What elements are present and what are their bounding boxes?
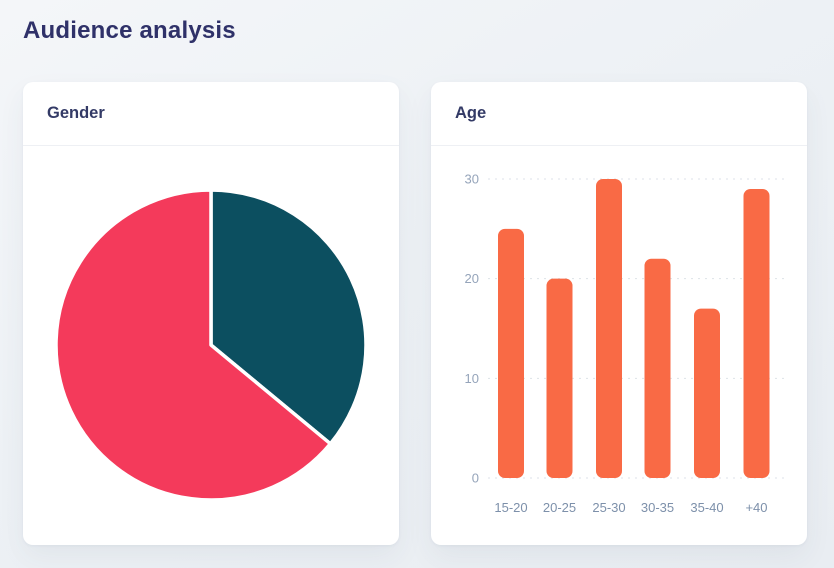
gender-pie-chart	[54, 188, 368, 502]
bar-30-35[interactable]	[644, 258, 671, 478]
bar-+40[interactable]	[743, 188, 770, 478]
bar-15-20[interactable]	[498, 228, 524, 478]
bar-20-25[interactable]	[546, 278, 573, 478]
gender-card-body	[23, 146, 399, 544]
gender-card-title: Gender	[47, 104, 105, 122]
gender-card: Gender	[23, 82, 399, 545]
x-tick-label-25-30: 25-30	[592, 500, 625, 515]
age-card-title: Age	[455, 104, 487, 122]
x-tick-label-30-35: 30-35	[641, 500, 674, 515]
cards-row: Gender Age 0 10 20 30 15-20 20-25 25-30 30-35 35…	[23, 82, 810, 545]
x-tick-label-+40: +40	[745, 500, 767, 515]
gender-card-header: Gender	[23, 82, 399, 146]
pie-slice-pink[interactable]	[54, 188, 333, 502]
x-tick-label-35-40: 35-40	[690, 500, 723, 515]
age-card-body: 0 10 20 30 15-20 20-25 25-30 30-35 35-40 +40	[431, 146, 807, 544]
y-tick-label-10: 10	[465, 371, 479, 386]
pie-slice-teal[interactable]	[209, 188, 368, 446]
y-tick-label-30: 30	[465, 172, 479, 187]
age-card-header: Age	[431, 82, 807, 146]
y-tick-label-20: 20	[465, 271, 479, 286]
age-bar-chart: 0 10 20 30 15-20 20-25 25-30 30-35 35-40 +40	[465, 172, 785, 515]
bar-25-30[interactable]	[596, 179, 622, 478]
bar-35-40[interactable]	[694, 308, 720, 478]
y-tick-label-0: 0	[472, 471, 479, 486]
x-tick-label-15-20: 15-20	[494, 500, 527, 515]
x-tick-label-20-25: 20-25	[543, 500, 576, 515]
age-card: Age 0 10 20 30 15-20 20-25 25-30 30-35 35-40 +40	[431, 82, 807, 545]
page-title: Audience analysis	[23, 17, 236, 44]
